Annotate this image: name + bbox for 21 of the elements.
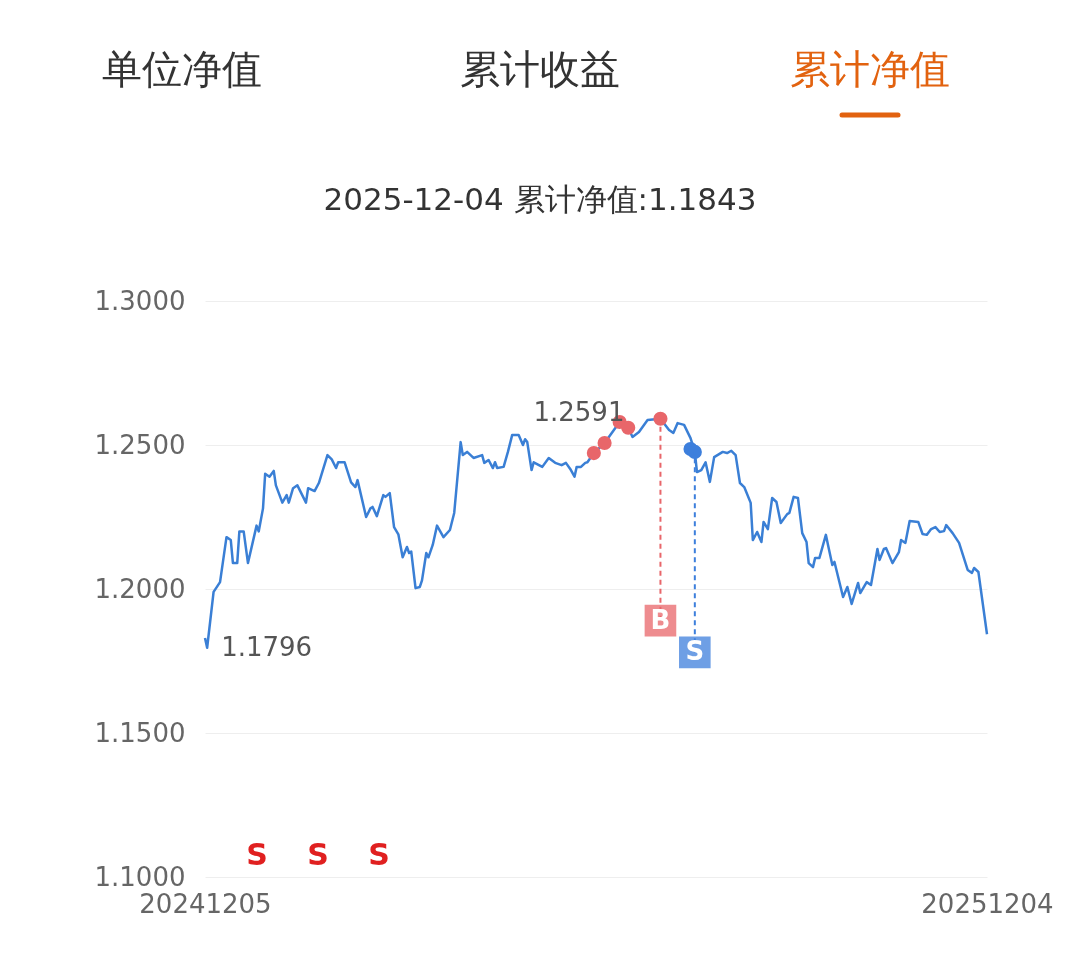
y-tick-label: 1.2000 — [94, 573, 186, 604]
point — [597, 435, 612, 451]
annotation: S — [685, 636, 705, 667]
point — [621, 420, 636, 435]
x-tick-label: 20251204 — [921, 888, 1054, 919]
annotation: B — [650, 604, 671, 635]
text: 累计收益 — [460, 46, 620, 92]
chart-subtitle: 2025-12-04 累计净值:1.1843 — [323, 181, 757, 217]
annotation: S — [368, 837, 390, 872]
annotation: S — [246, 837, 268, 872]
text: 单位净值 — [102, 46, 262, 92]
point — [653, 411, 668, 426]
y-tick-label: 1.1500 — [94, 717, 186, 748]
y-tick-label: 1.2500 — [94, 429, 186, 460]
chart-title: 累计净值 — [790, 46, 950, 92]
point — [687, 444, 702, 459]
annotation: 1.2591 — [533, 396, 625, 427]
y-tick-label: 1.3000 — [94, 285, 186, 316]
point — [586, 446, 601, 461]
annotation: S — [307, 837, 329, 872]
annotation: 1.1796 — [221, 631, 313, 662]
